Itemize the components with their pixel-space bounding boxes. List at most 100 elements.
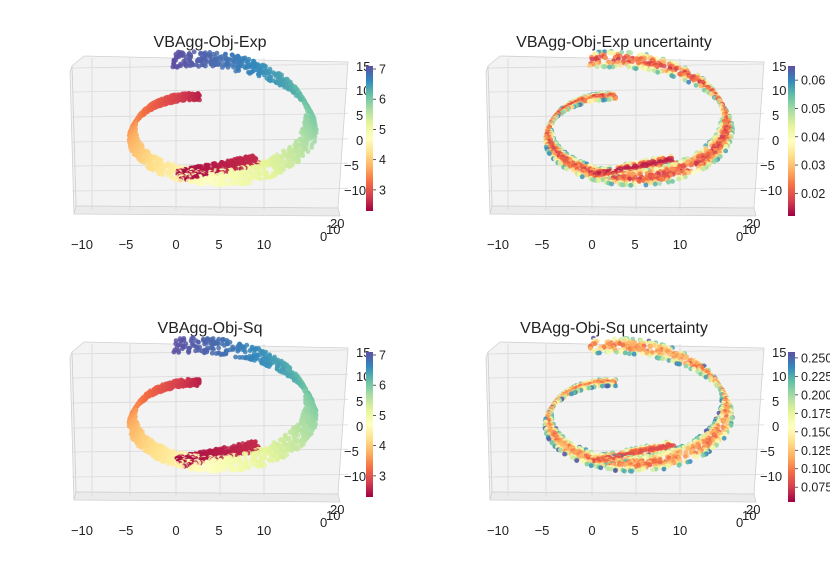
data-point — [643, 182, 649, 188]
y-tick-label: 0 — [736, 229, 743, 244]
data-point — [227, 181, 233, 187]
spiral-point-cloud — [126, 49, 319, 188]
grid-line-z — [71, 188, 349, 192]
subplot-title: VBAgg-Obj-Exp — [154, 34, 267, 51]
data-point — [607, 64, 612, 70]
data-point — [197, 97, 202, 103]
z-tick-label: −5 — [344, 158, 359, 173]
x-tick-label: 10 — [673, 237, 687, 252]
data-point — [199, 181, 205, 187]
data-point — [287, 164, 292, 170]
x-tick-label: 5 — [215, 523, 222, 538]
data-point — [174, 64, 180, 70]
data-point — [202, 341, 208, 347]
data-point — [281, 455, 286, 460]
data-point — [609, 181, 614, 187]
data-point — [686, 170, 692, 176]
z-tick-label: −10 — [344, 469, 366, 484]
data-point — [596, 178, 602, 184]
data-point — [633, 66, 639, 72]
grid-line-z — [487, 188, 765, 192]
grid-line-z — [71, 87, 349, 93]
data-point — [602, 55, 608, 61]
colorbar-tick-label: 0.05 — [801, 102, 825, 116]
data-point — [613, 96, 618, 101]
data-point — [256, 73, 262, 79]
data-point — [594, 64, 600, 70]
x-tick-label: −5 — [535, 237, 550, 252]
colorbar-tick-label: 7 — [379, 349, 386, 363]
data-point — [547, 151, 552, 157]
data-point — [606, 97, 612, 102]
data-point — [590, 61, 596, 67]
data-point — [235, 348, 241, 354]
colorbar-tick-label: 6 — [379, 93, 386, 107]
x-tick-label: 0 — [172, 523, 179, 538]
z-tick-label: 0 — [356, 419, 363, 434]
x-tick-label: 5 — [631, 237, 638, 252]
data-point — [187, 97, 192, 103]
data-point — [243, 65, 249, 71]
y-tick-label: 10 — [326, 222, 340, 237]
z-tick-label: 5 — [356, 108, 363, 123]
data-point — [268, 78, 273, 84]
data-point — [201, 350, 207, 356]
data-point — [648, 180, 654, 186]
z-tick-label: 5 — [356, 394, 363, 409]
data-point — [683, 174, 688, 180]
data-point — [187, 63, 193, 69]
data-point — [642, 66, 648, 72]
data-point — [171, 349, 177, 355]
data-point — [620, 182, 626, 188]
data-point — [589, 56, 595, 62]
data-point — [203, 63, 208, 69]
data-point — [210, 63, 216, 69]
y-tick-label: 20 — [330, 216, 344, 231]
data-point — [213, 351, 219, 356]
x-tick-label: 10 — [257, 237, 271, 252]
data-point — [305, 149, 311, 155]
x-tick-label: 5 — [215, 237, 222, 252]
data-point — [646, 67, 652, 73]
data-point — [261, 166, 267, 172]
y-tick-label: 0 — [320, 229, 327, 244]
data-point — [187, 383, 193, 389]
colorbar-tick-label: 0.02 — [801, 187, 825, 201]
data-point — [225, 64, 231, 70]
y-tick-label: 10 — [742, 222, 756, 237]
data-point — [652, 181, 658, 187]
data-point — [248, 176, 254, 182]
data-point — [238, 181, 244, 187]
data-point — [216, 345, 222, 351]
data-point — [191, 49, 197, 55]
data-point — [290, 90, 296, 95]
data-point — [695, 167, 701, 173]
data-point — [231, 64, 236, 70]
data-point — [676, 176, 682, 182]
data-point — [682, 77, 688, 83]
data-point — [196, 339, 201, 345]
data-point — [196, 64, 202, 69]
z-tick-label: 0 — [356, 133, 363, 148]
data-point — [170, 64, 176, 70]
data-point — [700, 166, 706, 172]
data-point — [693, 82, 699, 88]
z-tick-label: 5 — [772, 108, 779, 123]
data-point — [691, 78, 697, 83]
colorbar — [366, 66, 373, 211]
data-point — [277, 82, 283, 88]
data-point — [295, 159, 301, 165]
data-point — [257, 165, 263, 171]
floor-pane — [73, 205, 341, 217]
data-point — [262, 163, 267, 168]
data-point — [247, 71, 253, 76]
data-point — [218, 182, 223, 188]
data-point — [312, 134, 318, 140]
x-tick-label: 10 — [257, 523, 271, 538]
data-point — [723, 148, 729, 154]
x-tick-label: −5 — [119, 523, 134, 538]
data-point — [690, 170, 696, 176]
colorbar-tick-label: 0.06 — [801, 74, 825, 88]
colorbar-tick-label: 3 — [379, 183, 386, 197]
